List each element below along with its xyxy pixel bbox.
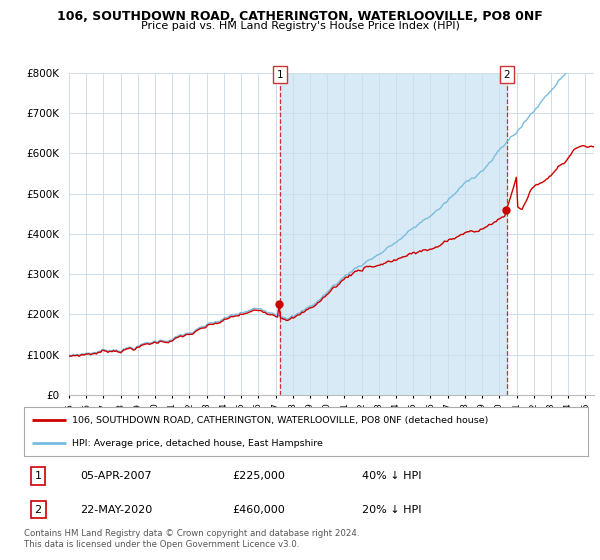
Text: 106, SOUTHDOWN ROAD, CATHERINGTON, WATERLOOVILLE, PO8 0NF (detached house): 106, SOUTHDOWN ROAD, CATHERINGTON, WATER… (72, 416, 488, 425)
Text: HPI: Average price, detached house, East Hampshire: HPI: Average price, detached house, East… (72, 438, 323, 447)
Text: 1: 1 (277, 70, 283, 80)
Text: 22-MAY-2020: 22-MAY-2020 (80, 505, 152, 515)
Text: 1: 1 (35, 471, 41, 481)
Text: 2: 2 (503, 70, 510, 80)
Text: £225,000: £225,000 (233, 471, 286, 481)
Text: 20% ↓ HPI: 20% ↓ HPI (362, 505, 422, 515)
Text: Price paid vs. HM Land Registry's House Price Index (HPI): Price paid vs. HM Land Registry's House … (140, 21, 460, 31)
Text: Contains HM Land Registry data © Crown copyright and database right 2024.
This d: Contains HM Land Registry data © Crown c… (24, 529, 359, 549)
Text: 2: 2 (35, 505, 41, 515)
Text: £460,000: £460,000 (233, 505, 286, 515)
Bar (280, 73, 506, 395)
Text: 05-APR-2007: 05-APR-2007 (80, 471, 152, 481)
Text: 106, SOUTHDOWN ROAD, CATHERINGTON, WATERLOOVILLE, PO8 0NF: 106, SOUTHDOWN ROAD, CATHERINGTON, WATER… (57, 10, 543, 23)
Text: 40% ↓ HPI: 40% ↓ HPI (362, 471, 422, 481)
